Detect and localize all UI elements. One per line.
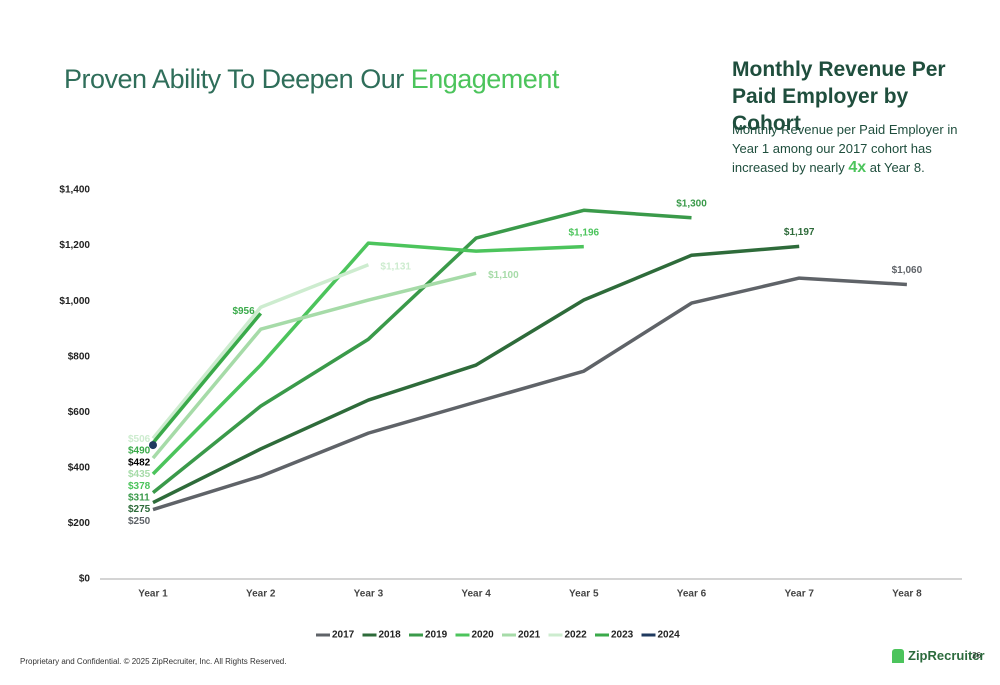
data-label: $956 xyxy=(232,306,255,317)
data-label: $1,100 xyxy=(488,270,519,281)
description-end: at Year 8. xyxy=(866,160,925,175)
x-tick-label: Year 8 xyxy=(892,589,922,600)
y-tick-label: $200 xyxy=(68,518,91,529)
legend-label: 2024 xyxy=(658,630,681,641)
data-label: $506 xyxy=(128,434,151,445)
series-point xyxy=(149,441,157,450)
side-description: Monthly Revenue per Paid Employer in Yea… xyxy=(732,120,972,177)
title-text: Proven Ability To Deepen Our xyxy=(64,64,411,94)
footer-text: Proprietary and Confidential. © 2025 Zip… xyxy=(20,657,287,666)
x-tick-label: Year 6 xyxy=(677,589,707,600)
description-text: Monthly Revenue per Paid Employer in Yea… xyxy=(732,122,958,175)
logo-icon xyxy=(892,648,904,663)
slide-title: Proven Ability To Deepen Our Engagement xyxy=(64,64,559,95)
x-tick-label: Year 3 xyxy=(354,589,384,600)
legend-label: 2019 xyxy=(425,630,448,641)
data-label: $1,060 xyxy=(892,265,923,276)
y-tick-label: $1,000 xyxy=(59,296,90,307)
y-tick-label: $400 xyxy=(68,462,91,473)
x-tick-label: Year 4 xyxy=(461,589,491,600)
x-tick-label: Year 1 xyxy=(138,589,168,600)
legend-label: 2020 xyxy=(472,630,495,641)
data-label: $1,196 xyxy=(569,227,600,238)
title-highlight: Engagement xyxy=(410,64,560,94)
y-tick-label: $1,400 xyxy=(59,185,90,196)
logo: ZipRecruiter xyxy=(892,648,985,663)
series-line xyxy=(151,208,692,494)
data-label: $482 xyxy=(128,457,151,468)
data-label: $250 xyxy=(128,516,151,527)
y-tick-label: $0 xyxy=(79,574,91,585)
data-label: $435 xyxy=(128,469,151,480)
side-title: Monthly Revenue Per Paid Employer by Coh… xyxy=(732,58,946,135)
data-label: $490 xyxy=(128,446,151,457)
x-tick-label: Year 7 xyxy=(784,589,814,600)
legend-label: 2023 xyxy=(611,630,634,641)
y-tick-label: $800 xyxy=(68,351,91,362)
legend-label: 2022 xyxy=(565,630,588,641)
data-label: $311 xyxy=(128,493,150,504)
series-line xyxy=(151,312,263,444)
legend-label: 2017 xyxy=(332,630,355,641)
series-line xyxy=(152,244,800,505)
legend-label: 2021 xyxy=(518,630,541,641)
data-label: $1,131 xyxy=(380,261,411,272)
data-label: $275 xyxy=(128,504,151,515)
data-label: $1,197 xyxy=(784,227,815,238)
description-highlight: 4x xyxy=(848,159,867,176)
logo-text: ZipRecruiter xyxy=(908,648,985,663)
series-line xyxy=(151,263,370,440)
legend-label: 2018 xyxy=(379,630,402,641)
chart: $0 $200 $400 $600 $800 $1,000 $1,200 $1,400 Year… xyxy=(59,185,962,641)
x-tick-label: Year 5 xyxy=(569,589,599,600)
y-tick-label: $1,200 xyxy=(59,240,90,251)
series-line xyxy=(151,271,477,460)
page-number: 26 xyxy=(972,651,981,660)
y-tick-label: $600 xyxy=(68,407,91,418)
data-label: $378 xyxy=(128,481,151,492)
x-tick-label: Year 2 xyxy=(246,589,276,600)
series-line xyxy=(151,241,584,476)
data-label: $1,300 xyxy=(676,198,707,209)
series-line xyxy=(152,276,908,512)
